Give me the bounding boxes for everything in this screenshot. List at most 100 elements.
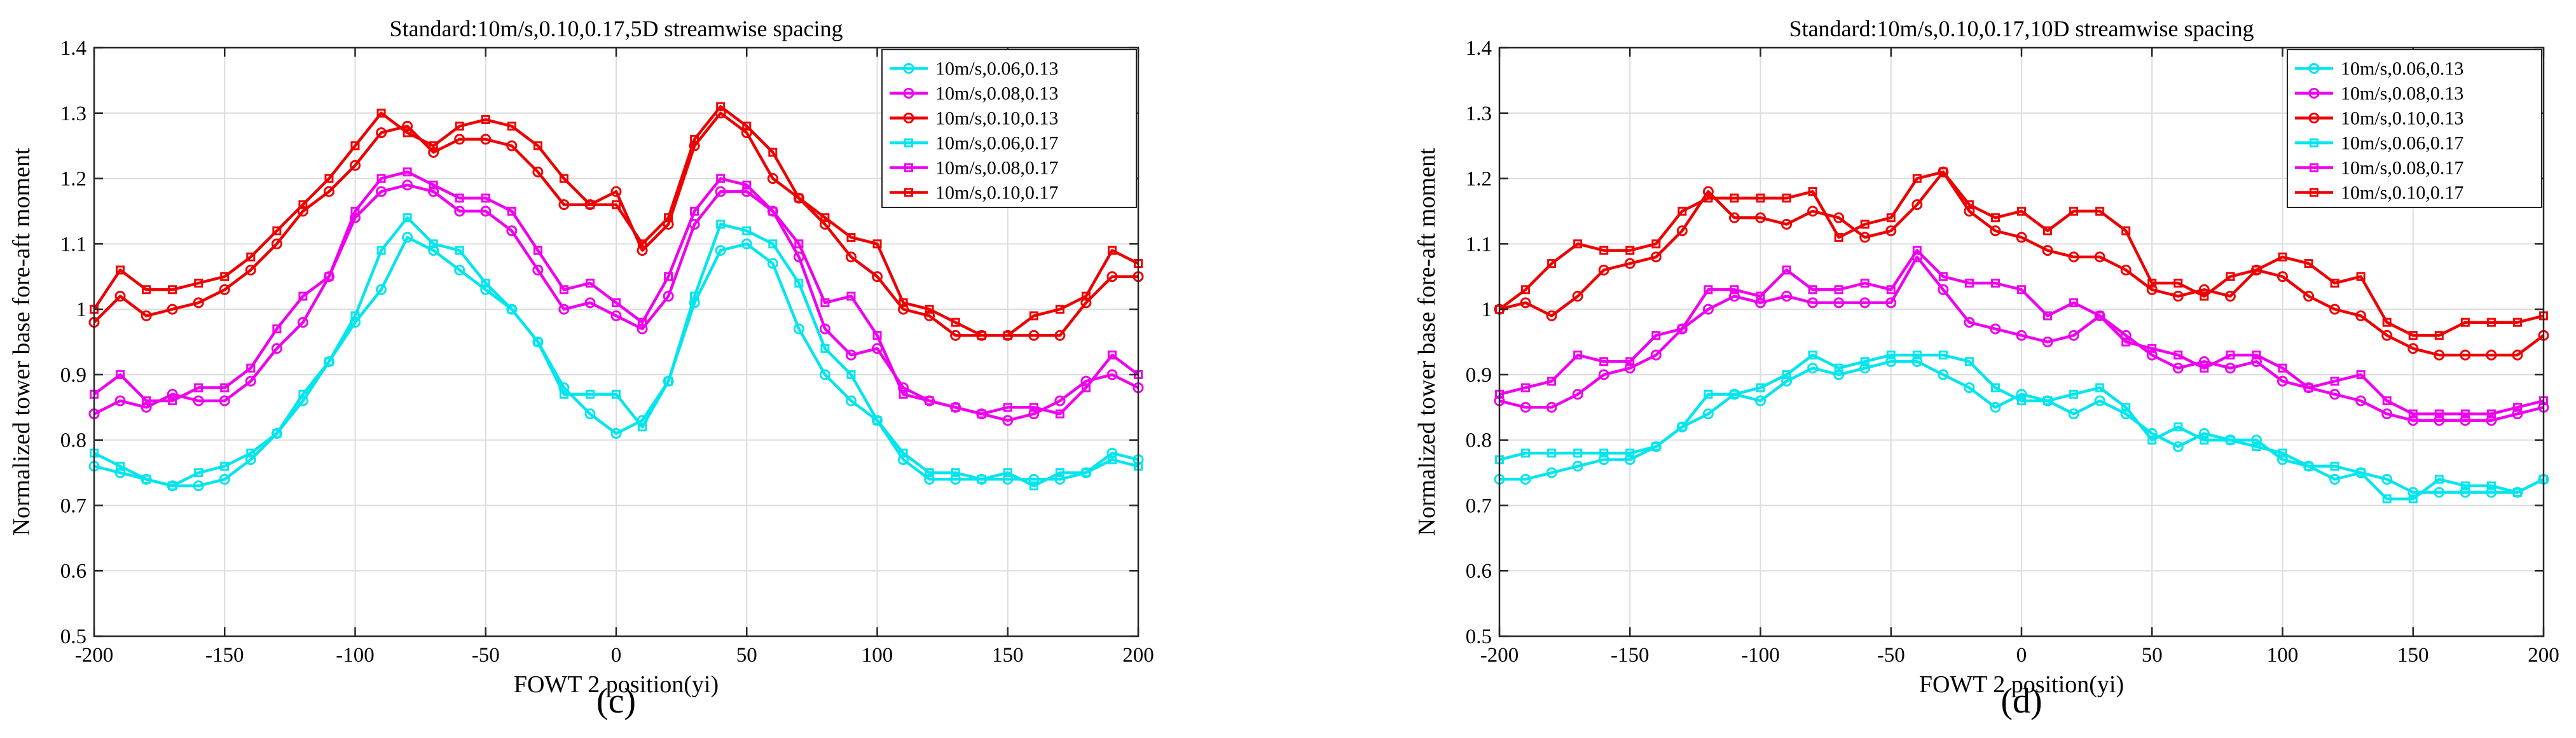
data-point <box>1728 291 1740 302</box>
legend-item: 10m/s,0.06,0.17 <box>890 133 1058 154</box>
legend: 10m/s,0.06,0.13 10m/s,0.08,0.13 10m/s,0.10… <box>881 49 1137 208</box>
y-tick-label: 0.7 <box>1466 494 1492 517</box>
data-point <box>2016 232 2027 243</box>
data-point <box>2512 349 2523 361</box>
data-point <box>1651 442 1661 451</box>
data-point <box>2224 363 2236 374</box>
data-point <box>532 166 544 178</box>
data-point <box>1730 285 1739 295</box>
data-point <box>2356 468 2366 478</box>
y-tick-label: 1.3 <box>1466 102 1492 125</box>
chart-title: Standard:10m/s,0.10,0.17,10D streamwise … <box>1789 16 2254 41</box>
data-point <box>2068 408 2079 420</box>
data-point <box>2304 383 2313 393</box>
data-point <box>2017 396 2026 405</box>
data-point <box>1547 377 1557 386</box>
data-point <box>2043 311 2053 321</box>
data-point <box>324 272 334 281</box>
data-point <box>532 264 544 275</box>
data-point <box>142 396 151 405</box>
legend-marker <box>904 188 913 197</box>
data-point <box>663 219 674 230</box>
data-point <box>2486 409 2496 419</box>
data-point <box>2460 317 2470 327</box>
data-point <box>1755 395 1766 407</box>
data-point <box>1808 351 1817 360</box>
data-point <box>1834 363 1843 373</box>
data-point <box>1730 193 1739 203</box>
legend-label: 10m/s,0.06,0.13 <box>935 59 1058 80</box>
data-point <box>2069 389 2079 399</box>
data-point <box>114 395 126 407</box>
y-tick-label: 0.7 <box>60 494 86 517</box>
data-point <box>2434 487 2445 498</box>
series-5 <box>90 102 1143 340</box>
data-point <box>2016 389 2027 400</box>
data-point <box>2460 409 2470 419</box>
data-point <box>767 258 778 269</box>
data-point <box>2226 272 2235 281</box>
y-tick-label: 0.9 <box>60 364 86 387</box>
data-point <box>506 140 518 151</box>
data-point <box>2382 396 2392 405</box>
data-point <box>638 422 647 432</box>
x-tick-label: 150 <box>2397 644 2429 667</box>
data-point <box>1572 461 1583 472</box>
data-point <box>272 429 282 438</box>
data-point <box>454 134 465 145</box>
data-point <box>1704 193 1713 203</box>
data-point <box>1704 389 1713 399</box>
x-tick-label: -150 <box>205 644 244 667</box>
data-point <box>846 291 856 301</box>
data-point <box>1834 233 1843 242</box>
data-point <box>2434 415 2445 426</box>
data-point <box>2408 409 2418 419</box>
data-point <box>1054 330 1066 341</box>
data-point <box>2486 349 2497 361</box>
data-point <box>2198 428 2210 439</box>
data-point <box>1029 403 1038 412</box>
data-point <box>820 298 830 307</box>
data-point <box>664 272 673 281</box>
data-point <box>271 343 282 354</box>
data-point <box>350 206 360 216</box>
x-tick-label: -100 <box>336 644 375 667</box>
chart-title: Standard:10m/s,0.10,0.17,5D streamwise s… <box>390 16 843 41</box>
legend-label: 10m/s,0.10,0.13 <box>935 108 1058 129</box>
data-point <box>2226 435 2235 445</box>
data-point <box>1938 369 1949 380</box>
data-point <box>193 480 204 492</box>
data-point <box>2330 279 2339 288</box>
x-tick-label: -200 <box>75 644 114 667</box>
data-point <box>297 205 308 217</box>
series-2 <box>1494 166 2549 361</box>
data-point <box>899 298 908 307</box>
data-point <box>977 409 986 419</box>
data-point <box>2460 487 2471 498</box>
data-point <box>2147 279 2157 288</box>
data-point <box>2069 298 2079 307</box>
y-tick-label: 1 <box>76 298 87 321</box>
data-point <box>2277 271 2288 282</box>
data-point <box>220 461 230 471</box>
data-point <box>1003 468 1012 478</box>
data-point <box>1029 311 1038 321</box>
data-point <box>558 199 570 211</box>
data-point <box>1990 323 2001 335</box>
data-point <box>2277 454 2288 465</box>
legend-label: 10m/s,0.10,0.17 <box>935 183 1058 204</box>
series-line <box>93 105 1140 337</box>
data-point <box>2381 473 2393 485</box>
data-point <box>1055 468 1064 478</box>
data-point <box>1833 212 1845 223</box>
data-point <box>1677 206 1687 216</box>
series-1 <box>1494 251 2549 426</box>
data-point <box>116 461 125 471</box>
data-point <box>1964 200 1974 209</box>
data-point <box>454 264 465 275</box>
data-point <box>507 206 516 216</box>
data-point <box>612 200 621 209</box>
data-point <box>142 285 151 295</box>
data-point <box>716 102 726 111</box>
data-point <box>1625 449 1635 458</box>
